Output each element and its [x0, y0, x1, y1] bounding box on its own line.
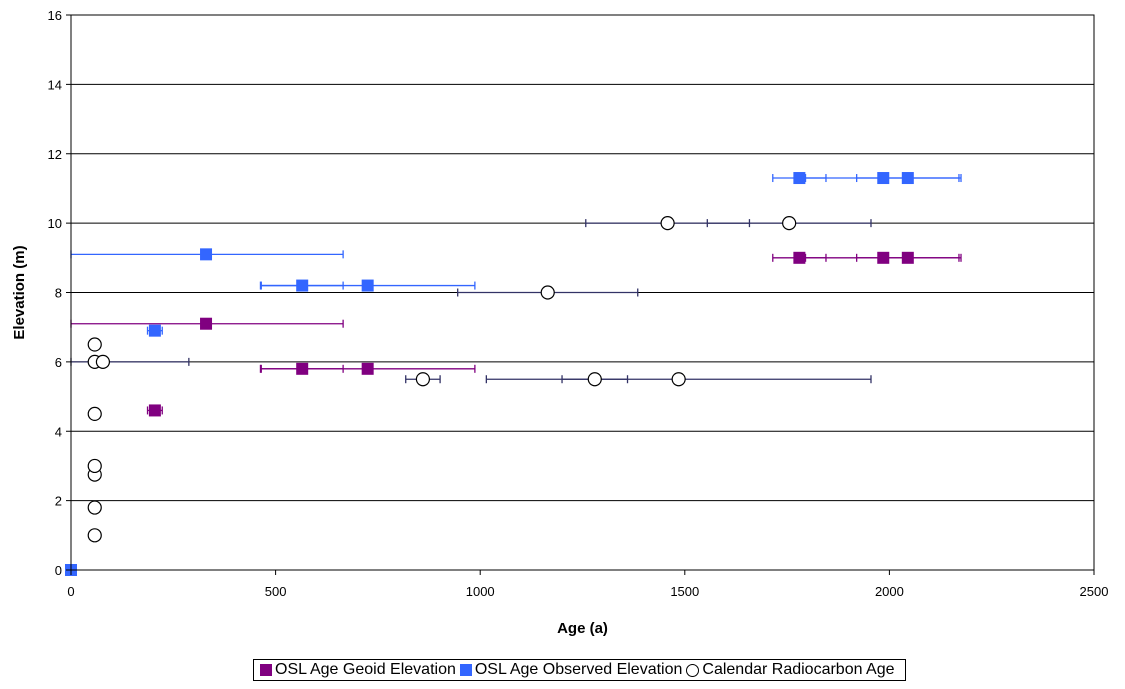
point-marker-geoid [361, 362, 374, 375]
point-marker-radiocarbon [415, 372, 431, 387]
legend-swatch-radiocarbon [686, 663, 700, 677]
error-bars [70, 174, 962, 415]
point-marker-geoid [148, 404, 161, 417]
legend: OSL Age Geoid Elevation OSL Age Observed… [253, 659, 906, 681]
x-axis-title: Age (a) [557, 620, 608, 637]
point-marker-radiocarbon [671, 372, 686, 387]
data-markers [65, 172, 914, 576]
x-tick-label: 0 [67, 584, 74, 599]
point-marker-radiocarbon [87, 458, 102, 474]
point-marker-observed [148, 324, 161, 337]
legend-label-geoid: OSL Age Geoid Elevation [275, 661, 456, 678]
legend-item-radiocarbon: Calendar Radiocarbon Age [686, 661, 895, 679]
point-marker-geoid [793, 251, 806, 264]
point-marker-observed [793, 172, 806, 185]
point-marker-radiocarbon [87, 337, 102, 352]
y-tick-label: 16 [48, 8, 62, 23]
legend-label-observed: OSL Age Observed Elevation [474, 661, 683, 678]
y-tick-label: 6 [55, 355, 62, 370]
point-marker-radiocarbon [87, 406, 102, 422]
y-tick-label: 2 [55, 494, 62, 509]
point-marker-radiocarbon [87, 528, 102, 543]
point-marker-geoid [901, 251, 914, 264]
x-tick-label: 1500 [670, 584, 699, 599]
y-tick-label: 10 [48, 216, 62, 231]
point-marker-geoid [296, 362, 309, 375]
x-tick-label: 2500 [1080, 584, 1109, 599]
legend-label-radiocarbon: Calendar Radiocarbon Age [702, 661, 895, 678]
point-marker-observed [296, 279, 309, 292]
legend-item-geoid: OSL Age Geoid Elevation [260, 661, 456, 679]
point-marker-radiocarbon [87, 500, 102, 515]
y-tick-label: 12 [48, 147, 62, 162]
legend-swatch-geoid [260, 664, 272, 676]
point-marker-geoid [877, 251, 890, 264]
y-tick-label: 8 [55, 286, 62, 301]
point-marker-radiocarbon [540, 285, 555, 300]
y-tick-label: 4 [55, 424, 62, 439]
point-marker-observed [200, 248, 213, 261]
legend-swatch-observed [459, 664, 472, 676]
point-marker-observed [361, 279, 374, 292]
y-tick-label: 0 [55, 563, 62, 578]
legend-item-observed: OSL Age Observed Elevation [459, 661, 683, 679]
x-tick-label: 1000 [466, 584, 495, 599]
axis-ticks: 0 2 4 6 8 10 12 14 16 0 500 1000 1500 2000 2500 [48, 8, 1109, 599]
point-marker-observed [877, 172, 890, 185]
point-marker-observed [901, 172, 914, 185]
y-axis-title: Elevation (m) [11, 245, 28, 339]
y-tick-label: 14 [48, 77, 62, 92]
point-marker-radiocarbon [660, 216, 675, 231]
x-tick-label: 2000 [875, 584, 904, 599]
point-marker-radiocarbon [95, 354, 111, 369]
point-marker-radiocarbon [782, 216, 797, 231]
point-marker-radiocarbon [587, 372, 602, 387]
x-tick-label: 500 [265, 584, 287, 599]
point-marker-geoid [200, 317, 213, 330]
grid-lines [71, 14, 1094, 502]
